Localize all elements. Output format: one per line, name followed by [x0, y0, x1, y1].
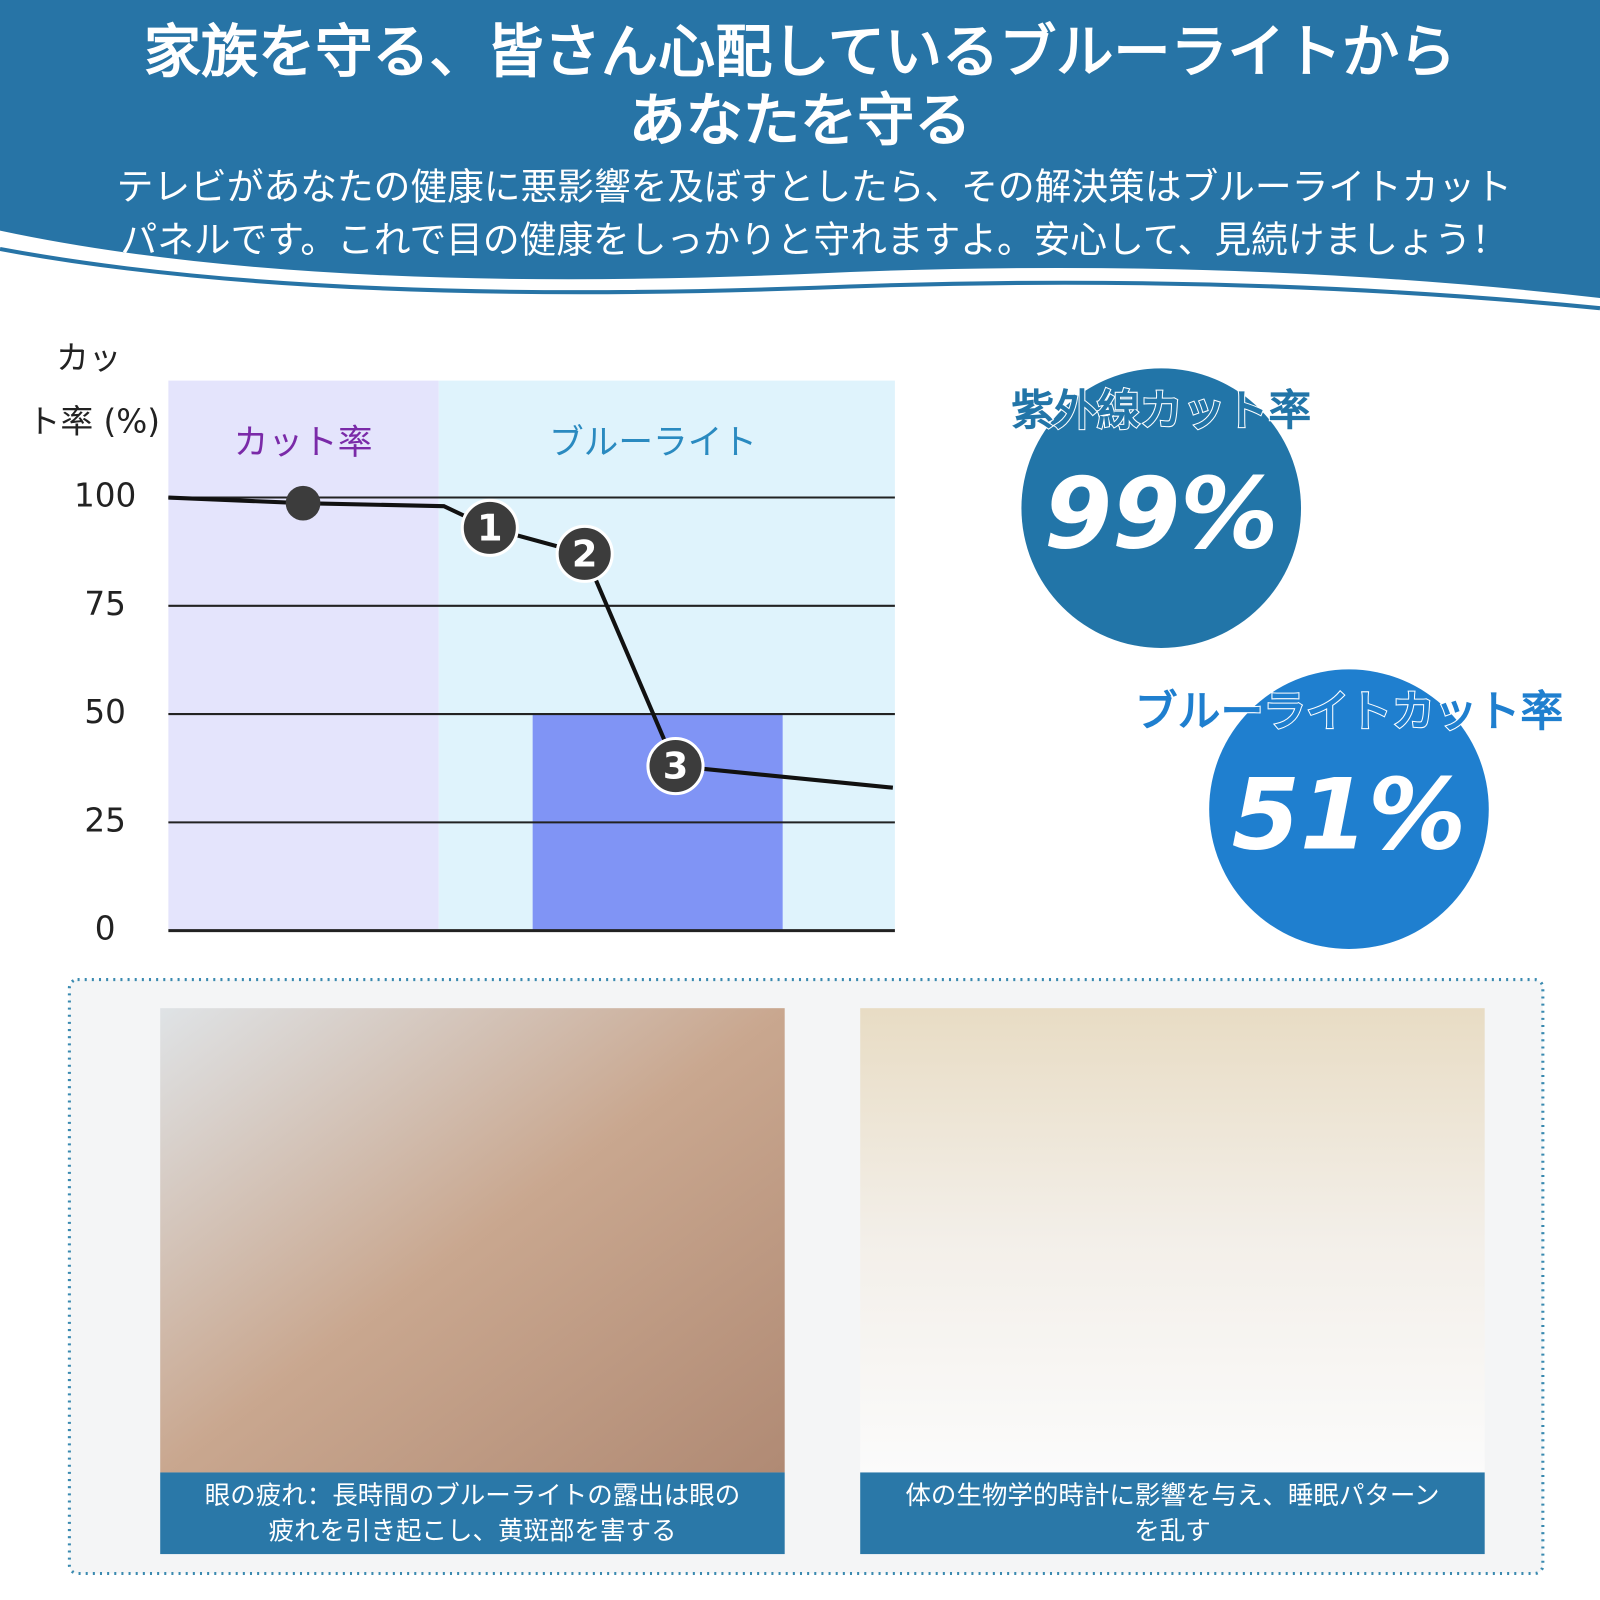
stat: ブルーライトカット率 51%: [1134, 669, 1564, 949]
chart: カッ ト率 (%) カット率 ブルーライト 0 25 50 75 100 1 2 3: [28, 339, 895, 948]
stat-value: 99%: [1044, 457, 1278, 571]
caption: 体の生物学的時計に影響を与え、睡眠パターン: [905, 1481, 1439, 1511]
point-label: 2: [572, 532, 598, 575]
y-axis-label: カッ: [56, 339, 121, 377]
header-wave: [0, 246, 1600, 311]
stat-label: 紫外線カット率: [1011, 386, 1311, 436]
caption: 眼の疲れ：長時間のブルーライトの露出は眼の: [205, 1481, 741, 1511]
photo: [160, 1008, 785, 1473]
y-tick-label: 25: [84, 801, 126, 839]
title: あなたを守る: [629, 88, 972, 154]
point-marker: [285, 485, 321, 521]
subtitle: テレビがあなたの健康に悪影響を及ぼすとしたら、その解決策はブルーライトカット: [117, 165, 1512, 208]
stat: 紫外線カット率 99%: [1010, 368, 1312, 648]
y-tick-label: 0: [95, 910, 116, 948]
point-marker: [460, 498, 519, 557]
y-tick-label: 100: [74, 477, 136, 515]
region-bg: [168, 380, 439, 931]
point-marker: [646, 736, 705, 796]
caption-box: [860, 1472, 1485, 1555]
stat-circle: [1021, 368, 1302, 648]
y-tick-label: 75: [84, 585, 126, 623]
y-tick-label: 50: [84, 693, 126, 731]
subtitle: パネルです。これで目の健康をしっかりと守れますよ。安心して、見続けましょう！: [120, 218, 1508, 261]
stat-circle: [1209, 669, 1489, 949]
y-axis-label: ト率 (%): [28, 402, 160, 440]
caption-box: [160, 1472, 785, 1555]
title: 家族を守る、皆さん心配しているブルーライトから: [144, 20, 1456, 86]
caption: を乱す: [1134, 1517, 1211, 1547]
caption: 疲れを引き起こし、黄斑部を害する: [268, 1517, 676, 1547]
point-label: 1: [477, 506, 503, 549]
point-label: 3: [663, 745, 689, 788]
stat-value: 51%: [1232, 758, 1466, 872]
stat-label: ブルーライトカット率: [1135, 687, 1563, 737]
region-label: ブルーライト: [549, 423, 757, 463]
header-band: [0, 0, 1600, 298]
region-label: カット率: [234, 423, 373, 463]
point-marker: [555, 524, 614, 583]
photo: [860, 1008, 1485, 1473]
